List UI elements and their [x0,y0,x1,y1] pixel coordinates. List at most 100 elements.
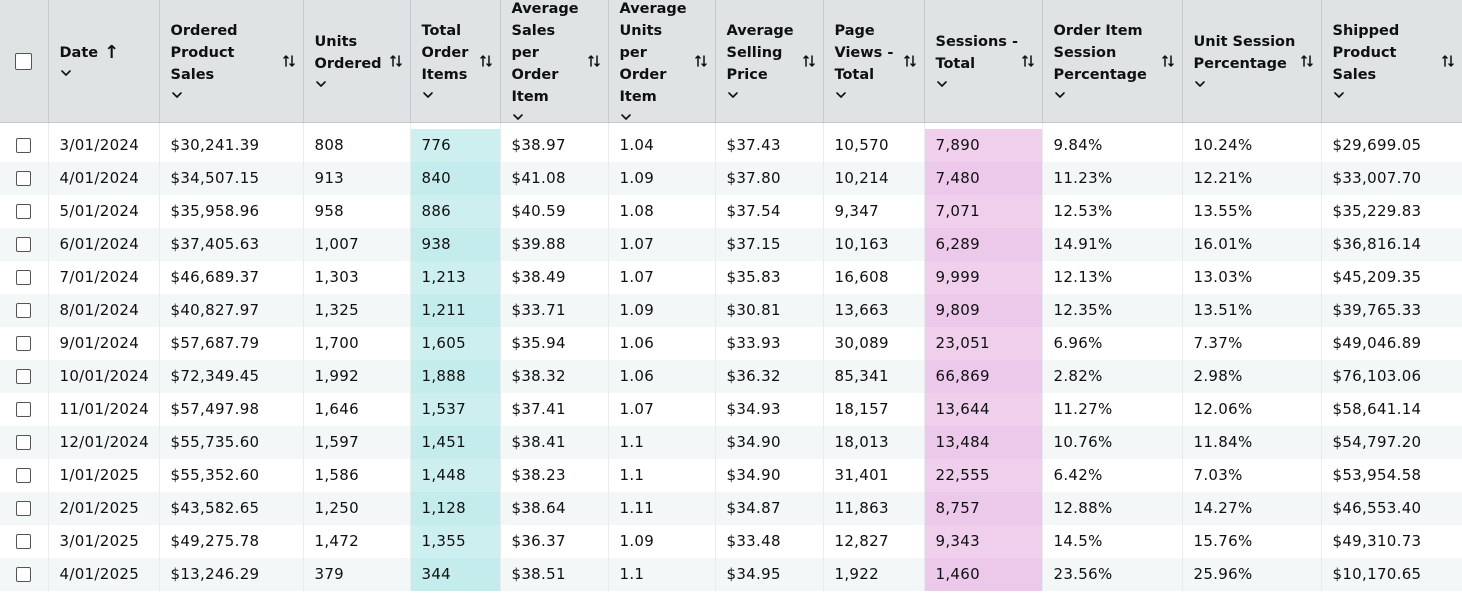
chevron-down-icon[interactable] [936,77,948,91]
sort-toggle-icon[interactable] [694,53,708,69]
column-header-total_order_items[interactable]: Total Order Items [410,0,501,123]
cell-avg_sales_per_order_item: $39.88 [500,227,609,261]
row-checkbox[interactable] [16,171,32,186]
row-checkbox[interactable] [16,534,32,549]
column-header-units_ordered[interactable]: Units Ordered [303,0,411,123]
cell-avg_sales_per_order_item: $38.32 [500,359,609,393]
cell-page_views_total: 12,827 [823,524,925,558]
table-row: 12/01/2024 $55,735.60 1,597 1,451 $38.41 1.1 $… [0,425,1462,459]
cell-avg_units_per_order_item: 1.07 [608,392,716,426]
column-header-avg_sales_per_order_item[interactable]: Average Sales per Order Item [500,0,609,124]
chevron-down-icon[interactable] [171,88,183,102]
chevron-down-icon[interactable] [1054,88,1066,102]
row-checkbox[interactable] [16,369,32,384]
sort-toggle-icon[interactable] [1021,53,1035,69]
sort-ascending-icon[interactable]: ↑ [104,42,120,63]
column-header-order_item_session_pct[interactable]: Order Item Session Percentage [1042,0,1183,123]
cell-unit_session_pct: 13.55% [1182,194,1322,228]
row-select-cell [0,425,49,459]
cell-page_views_total: 1,922 [823,557,925,591]
sort-toggle-icon[interactable] [587,53,601,69]
cell-date: 3/01/2025 [48,524,160,558]
cell-sessions_total: 23,051 [924,326,1043,360]
cell-units_ordered: 1,586 [303,458,411,492]
row-checkbox[interactable] [16,237,32,252]
row-select-cell [0,161,49,195]
column-header-sessions_total[interactable]: Sessions - Total [924,0,1043,123]
sort-toggle-icon[interactable] [1441,53,1455,69]
sort-toggle-icon[interactable] [903,53,917,69]
cell-unit_session_pct: 10.24% [1182,128,1322,162]
cell-unit_session_pct: 7.03% [1182,458,1322,492]
row-checkbox[interactable] [16,435,32,450]
chevron-down-icon[interactable] [512,110,524,124]
table-row: 5/01/2024 $35,958.96 958 886 $40.59 1.08 $37.5… [0,194,1462,228]
row-checkbox[interactable] [16,336,32,351]
cell-units_ordered: 958 [303,194,411,228]
sort-toggle-icon[interactable] [1300,53,1314,69]
cell-shipped_product_sales: $10,170.65 [1321,557,1462,591]
chevron-down-icon[interactable] [835,88,847,102]
cell-date: 11/01/2024 [48,392,160,426]
column-header-avg_units_per_order_item[interactable]: Average Units per Order Item [608,0,716,124]
chevron-down-icon[interactable] [1194,77,1206,91]
sort-toggle-icon[interactable] [479,53,493,69]
table-row: 3/01/2025 $49,275.78 1,472 1,355 $36.37 1.09 $… [0,524,1462,558]
select-all-checkbox[interactable] [15,52,33,70]
cell-avg_sales_per_order_item: $38.23 [500,458,609,492]
spacer-cell [410,122,501,129]
row-checkbox[interactable] [16,138,32,153]
cell-total_order_items: 344 [410,557,501,591]
cell-shipped_product_sales: $45,209.35 [1321,260,1462,294]
cell-sessions_total: 9,999 [924,260,1043,294]
column-label: Order Item Session Percentage [1053,23,1147,83]
column-header-date[interactable]: Date ↑ [48,0,160,123]
row-select-cell [0,128,49,162]
chevron-down-icon[interactable] [620,110,632,124]
row-checkbox[interactable] [16,270,32,285]
spacer-cell [159,122,304,129]
cell-avg_units_per_order_item: 1.06 [608,326,716,360]
cell-avg_units_per_order_item: 1.11 [608,491,716,525]
column-header-page_views_total[interactable]: Page Views - Total [823,0,925,123]
cell-units_ordered: 1,597 [303,425,411,459]
row-checkbox[interactable] [16,567,32,582]
row-checkbox[interactable] [16,402,32,417]
cell-avg_selling_price: $35.83 [715,260,824,294]
sort-toggle-icon[interactable] [802,53,816,69]
column-header-ordered_product_sales[interactable]: Ordered Product Sales [159,0,304,123]
chevron-down-icon[interactable] [422,88,434,102]
chevron-down-icon[interactable] [1333,88,1345,102]
spacer-cell [715,122,824,129]
cell-date: 12/01/2024 [48,425,160,459]
row-checkbox[interactable] [16,501,32,516]
row-checkbox[interactable] [16,303,32,318]
cell-avg_sales_per_order_item: $40.59 [500,194,609,228]
table-row: 6/01/2024 $37,405.63 1,007 938 $39.88 1.07 $37… [0,227,1462,261]
cell-avg_selling_price: $37.54 [715,194,824,228]
sort-toggle-icon[interactable] [389,53,403,69]
column-header-unit_session_pct[interactable]: Unit Session Percentage [1182,0,1322,123]
cell-order_item_session_pct: 23.56% [1042,557,1183,591]
column-label: Shipped Product Sales [1332,23,1400,83]
cell-avg_sales_per_order_item: $38.64 [500,491,609,525]
chevron-down-icon[interactable] [60,66,72,80]
row-select-cell [0,458,49,492]
column-header-avg_selling_price[interactable]: Average Selling Price [715,0,824,123]
cell-avg_sales_per_order_item: $38.51 [500,557,609,591]
column-header-shipped_product_sales[interactable]: Shipped Product Sales [1321,0,1462,123]
cell-avg_selling_price: $37.15 [715,227,824,261]
cell-sessions_total: 6,289 [924,227,1043,261]
chevron-down-icon[interactable] [315,77,327,91]
row-select-cell [0,524,49,558]
cell-shipped_product_sales: $35,229.83 [1321,194,1462,228]
cell-ordered_product_sales: $13,246.29 [159,557,304,591]
sort-toggle-icon[interactable] [282,53,296,69]
cell-order_item_session_pct: 11.27% [1042,392,1183,426]
chevron-down-icon[interactable] [727,88,739,102]
row-checkbox[interactable] [16,468,32,483]
cell-units_ordered: 379 [303,557,411,591]
sort-toggle-icon[interactable] [1161,53,1175,69]
row-checkbox[interactable] [16,204,32,219]
cell-date: 7/01/2024 [48,260,160,294]
